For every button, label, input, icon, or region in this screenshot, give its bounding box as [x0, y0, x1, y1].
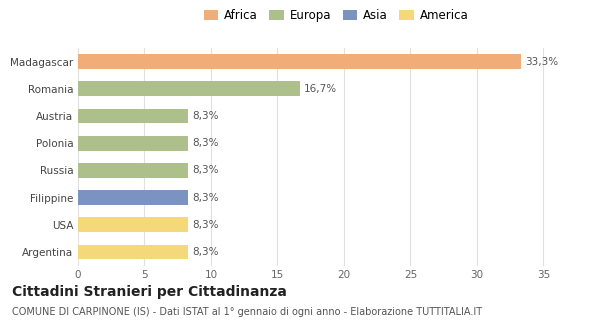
- Text: 8,3%: 8,3%: [193, 220, 219, 230]
- Text: COMUNE DI CARPINONE (IS) - Dati ISTAT al 1° gennaio di ogni anno - Elaborazione : COMUNE DI CARPINONE (IS) - Dati ISTAT al…: [12, 307, 482, 317]
- Bar: [78, 217, 188, 232]
- Bar: [78, 54, 521, 69]
- Bar: [78, 244, 188, 260]
- Text: 8,3%: 8,3%: [193, 247, 219, 257]
- Bar: [78, 81, 300, 96]
- Text: 8,3%: 8,3%: [193, 165, 219, 175]
- Bar: [78, 108, 188, 124]
- Text: 8,3%: 8,3%: [193, 193, 219, 203]
- Legend: Africa, Europa, Asia, America: Africa, Europa, Asia, America: [204, 9, 468, 22]
- Bar: [78, 163, 188, 178]
- Text: Cittadini Stranieri per Cittadinanza: Cittadini Stranieri per Cittadinanza: [12, 285, 287, 299]
- Text: 33,3%: 33,3%: [525, 57, 558, 67]
- Bar: [78, 190, 188, 205]
- Text: 8,3%: 8,3%: [193, 138, 219, 148]
- Text: 16,7%: 16,7%: [304, 84, 337, 94]
- Text: 8,3%: 8,3%: [193, 111, 219, 121]
- Bar: [78, 136, 188, 151]
